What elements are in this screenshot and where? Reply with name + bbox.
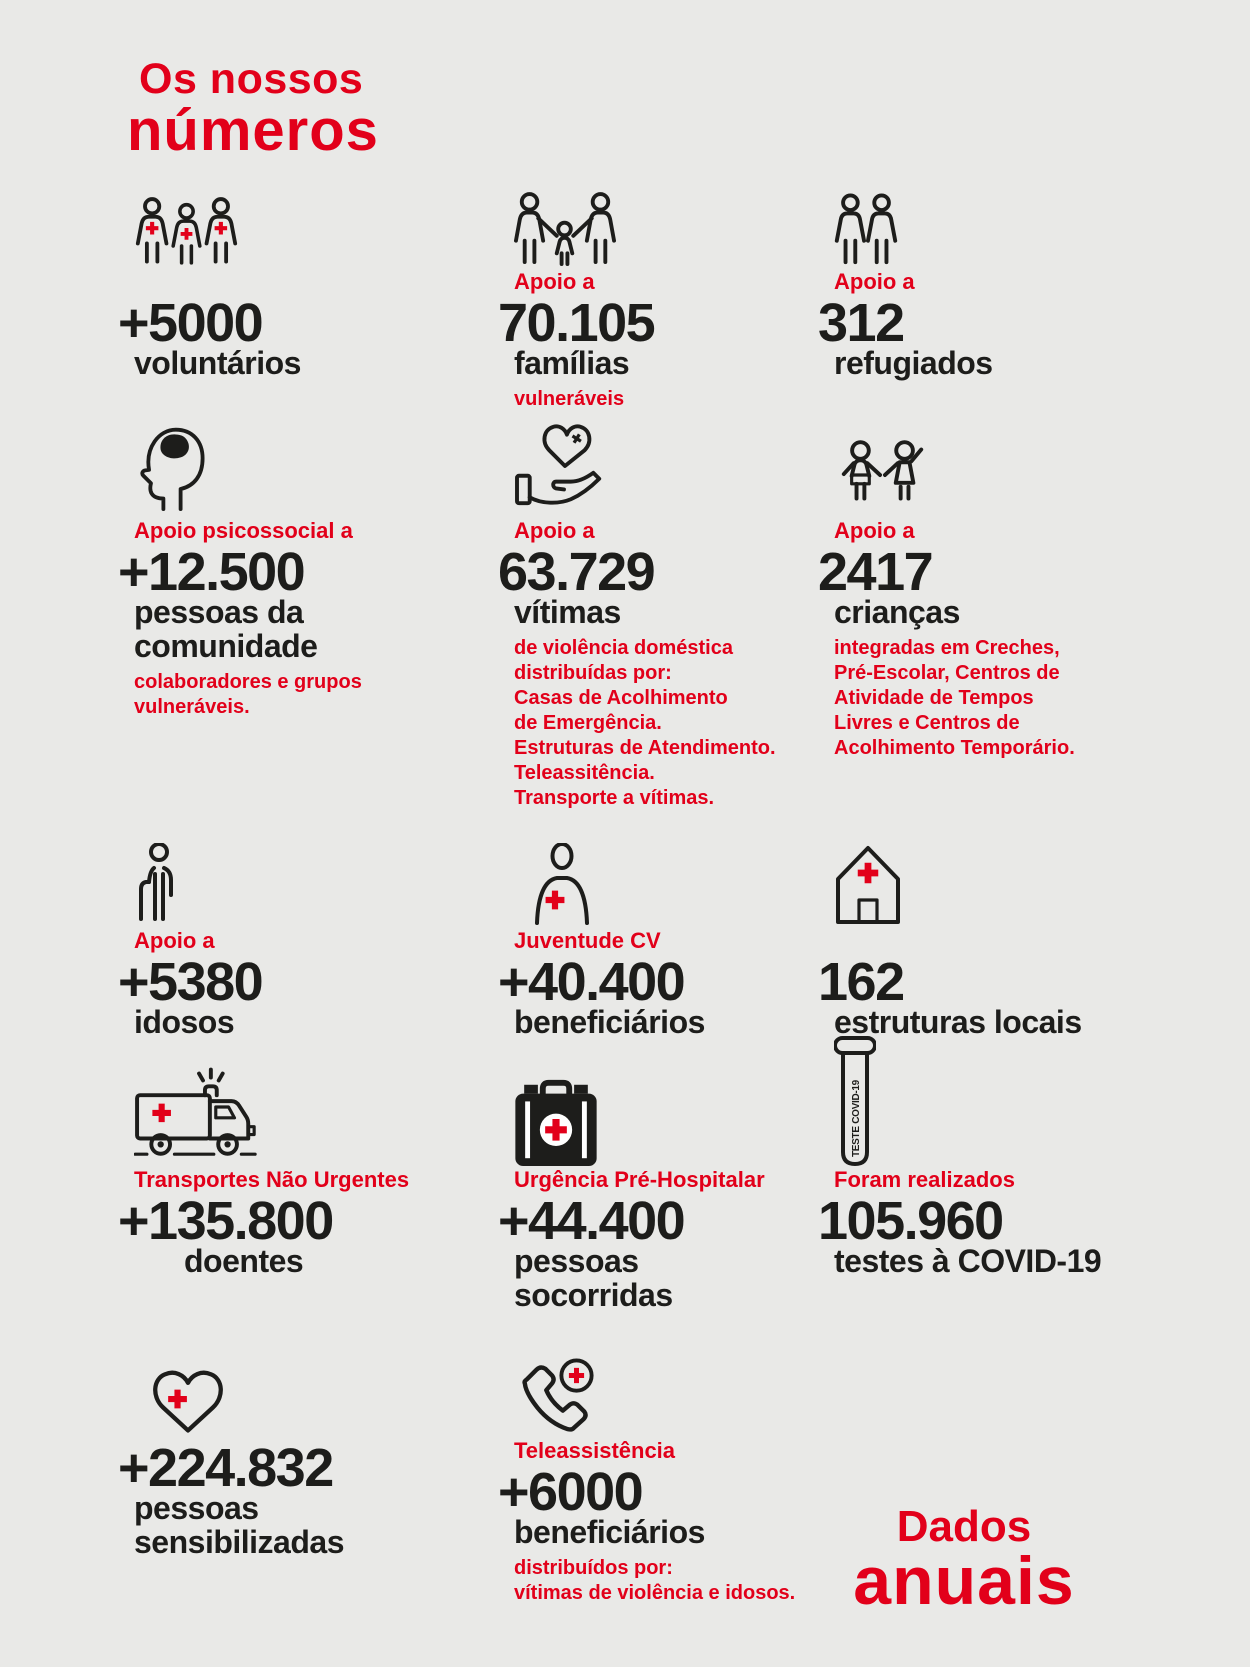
stat-context-label: Apoio a [514, 518, 595, 543]
stat-number: 63.729 [498, 542, 656, 602]
stat-context-label: Apoio a [834, 269, 915, 294]
stat-label: pessoas da comunidade [134, 594, 318, 664]
volunteers-icon [118, 180, 478, 268]
stat-label: crianças [834, 594, 960, 630]
stat-number: +5380 [118, 952, 264, 1012]
stat-context-label: Apoio a [134, 928, 215, 953]
stat-label: idosos [134, 1004, 235, 1040]
heart-cross-icon [118, 1355, 488, 1435]
stat-vitimas: Apoio a 63.729 vítimas de violência domé… [498, 415, 818, 811]
psychosocial-head-icon [118, 415, 488, 511]
stat-description: colaboradores e grupos vulneráveis. [134, 671, 362, 718]
stat-description: integradas em Creches, Pré-Escolar, Cent… [834, 637, 1075, 759]
stat-idosos: Apoio a +5380 idosos [118, 835, 478, 1039]
stat-context-label: Teleassistência [514, 1438, 676, 1463]
refugees-icon [818, 180, 1238, 268]
stat-context-label: Juventude CV [514, 928, 661, 953]
stat-testes-covid: TESTE COVID-19 Foram realizados 105.960 … [818, 1028, 1238, 1278]
stat-number: 312 [818, 293, 905, 353]
hand-heart-icon [498, 415, 818, 511]
page-title: Os nossos números [127, 54, 379, 163]
stat-label: pessoas socorridas [514, 1243, 673, 1313]
stat-label: beneficiários [514, 1004, 705, 1040]
stat-label: voluntários [134, 345, 301, 381]
stat-sensibilizadas: +224.832 pessoas sensibilizadas [118, 1355, 488, 1559]
stat-label: famílias [514, 345, 630, 381]
stat-number: +5000 [118, 293, 264, 353]
stat-familias: Apoio a 70.105 famílias vulneráveis [498, 180, 818, 412]
stat-label: doentes [184, 1243, 304, 1279]
stat-description: de violência doméstica distribuídas por:… [514, 637, 776, 809]
stat-number: +6000 [498, 1462, 644, 1522]
stat-label: pessoas sensibilizadas [134, 1490, 344, 1560]
stat-criancas: Apoio a 2417 crianças integradas em Crec… [818, 415, 1238, 761]
stat-label: testes à COVID-19 [834, 1243, 1102, 1279]
stat-apoio-psicossocial: Apoio psicossocial a +12.500 pessoas da … [118, 415, 488, 720]
stat-label: beneficiários [514, 1514, 705, 1550]
annual-data-note: Dados anuais [814, 1502, 1114, 1619]
annual-data-line2: anuais [853, 1543, 1075, 1619]
stat-number: 105.960 [818, 1191, 1004, 1251]
stat-teleassistencia: Teleassistência +6000 beneficiários dist… [498, 1355, 858, 1606]
stat-number: 162 [818, 952, 905, 1012]
stat-number: 2417 [818, 542, 934, 602]
stat-number: +135.800 [118, 1191, 334, 1251]
stat-juventude-beneficiarios: Juventude CV +40.400 beneficiários [498, 835, 818, 1039]
page-title-line1: Os nossos [139, 55, 364, 103]
stat-context-label: Apoio a [834, 518, 915, 543]
tube-label-text: TESTE COVID-19 [851, 1079, 862, 1157]
stat-label: vítimas [514, 594, 621, 630]
stat-urgencia-socorridas: Urgência Pré-Hospitalar +44.400 pessoas … [498, 1028, 818, 1312]
stat-description: distribuídos por: vítimas de violência e… [514, 1557, 796, 1604]
annual-data-line1: Dados [896, 1502, 1032, 1551]
stat-number: +12.500 [118, 542, 306, 602]
stat-label: refugiados [834, 345, 993, 381]
stat-refugiados: Apoio a 312 refugiados [818, 180, 1238, 380]
stat-context-label: Foram realizados [834, 1167, 1015, 1192]
stat-estruturas-locais: 162 estruturas locais [818, 835, 1238, 1039]
stat-transportes-doentes: Transportes Não Urgentes +135.800 doente… [118, 1028, 488, 1278]
youth-person-icon [498, 835, 818, 925]
family-icon [498, 180, 818, 268]
covid-test-tube-icon: TESTE COVID-19 [818, 1028, 1238, 1168]
stat-context-label: Apoio psicossocial a [134, 518, 353, 543]
children-icon [818, 415, 1238, 511]
stat-number: +224.832 [118, 1438, 334, 1498]
stat-voluntarios: +5000 voluntários [118, 180, 478, 380]
first-aid-kit-icon [498, 1028, 818, 1168]
stat-context-label: Apoio a [514, 269, 595, 294]
stat-description: vulneráveis [514, 388, 625, 410]
stat-context-label: Urgência Pré-Hospitalar [514, 1167, 765, 1192]
stat-number: 70.105 [498, 293, 656, 353]
stat-context-label: Transportes Não Urgentes [134, 1167, 410, 1192]
page-title-line2: números [127, 98, 379, 163]
house-cross-icon [818, 835, 1238, 925]
stat-number: +44.400 [498, 1191, 686, 1251]
stat-label: estruturas locais [834, 1004, 1082, 1040]
ambulance-icon [118, 1028, 488, 1168]
stat-number: +40.400 [498, 952, 686, 1012]
elderly-person-icon [118, 835, 478, 925]
phone-cross-icon [498, 1355, 858, 1435]
